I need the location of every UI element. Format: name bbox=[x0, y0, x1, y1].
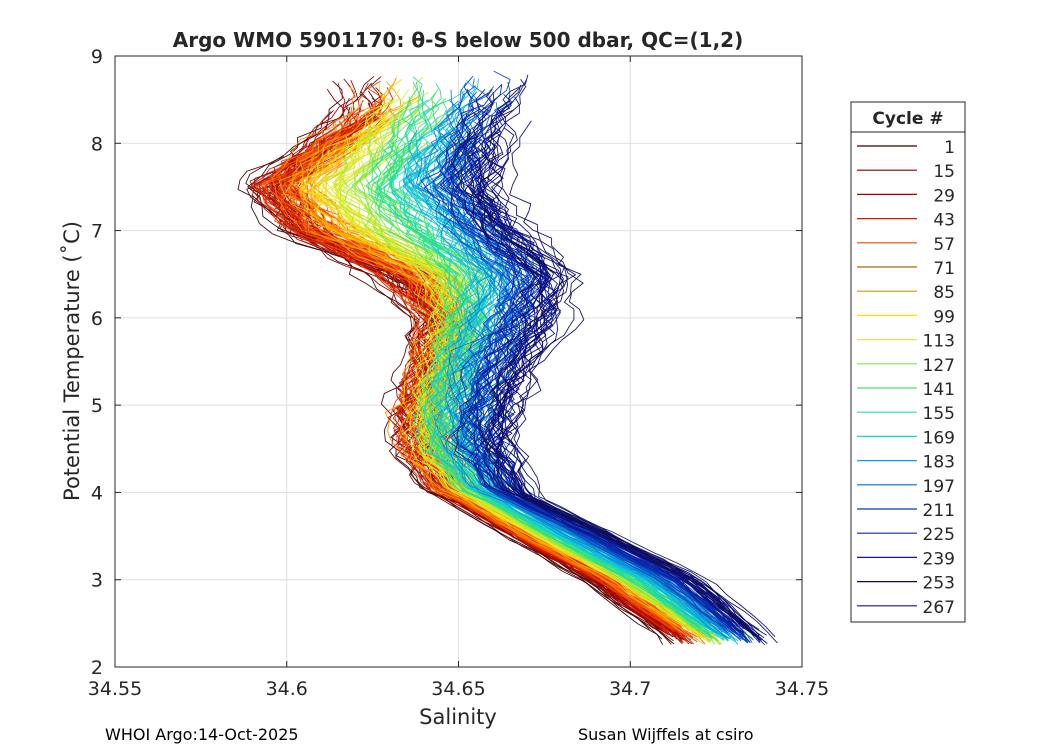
profile-line bbox=[390, 117, 703, 625]
x-tick-label: 34.75 bbox=[775, 678, 829, 700]
profile-line bbox=[245, 156, 650, 630]
legend-label: 183 bbox=[923, 453, 955, 473]
legend-label: 85 bbox=[933, 283, 955, 303]
legend-box bbox=[850, 101, 966, 623]
profile-line bbox=[434, 140, 737, 635]
axis-ticks: 34.55 34.6 34.65 34.7 34.75 2 3 4 5 6 7 8 9 bbox=[88, 46, 829, 700]
x-tick-label: 34.55 bbox=[88, 678, 142, 700]
profile-line bbox=[375, 81, 709, 638]
profile-line bbox=[461, 130, 747, 628]
profile-line bbox=[439, 83, 748, 641]
profile-line bbox=[339, 88, 714, 642]
legend-label: 1 bbox=[944, 138, 955, 158]
legend-label: 43 bbox=[933, 211, 955, 231]
profile-line bbox=[479, 109, 750, 627]
y-tick-label: 8 bbox=[91, 133, 103, 155]
plot-area bbox=[237, 70, 778, 646]
profile-line bbox=[452, 155, 744, 639]
legend-label: 29 bbox=[933, 186, 955, 206]
legend-label: 169 bbox=[923, 428, 955, 448]
legend-label: 197 bbox=[923, 477, 955, 497]
x-tick-label: 34.65 bbox=[431, 678, 485, 700]
footer-credit-right: Susan Wijffels at csiro bbox=[578, 725, 754, 744]
x-axis-label: Salinity bbox=[419, 705, 497, 729]
legend-label: 15 bbox=[933, 162, 955, 182]
profile-line bbox=[405, 144, 713, 630]
profile-line bbox=[409, 126, 730, 635]
x-tick-label: 34.6 bbox=[266, 678, 308, 700]
y-tick-label: 2 bbox=[91, 657, 103, 679]
chart-title: Argo WMO 5901170: θ-S below 500 dbar, QC… bbox=[173, 28, 743, 52]
y-tick-label: 7 bbox=[91, 221, 103, 243]
legend-label: 155 bbox=[923, 404, 955, 424]
legend-label: 127 bbox=[923, 356, 955, 376]
legend: Cycle #1 15 29 43 57 71 85 99 113 127 141 155 169 183… bbox=[850, 101, 966, 623]
profile-line bbox=[423, 88, 728, 630]
y-axis-label: Potential Temperature (˚C) bbox=[60, 221, 84, 501]
profile-line bbox=[417, 89, 729, 642]
footer-credit-left: WHOI Argo:14-Oct-2025 bbox=[105, 725, 299, 744]
y-tick-label: 9 bbox=[91, 46, 103, 68]
profile-line bbox=[451, 112, 745, 633]
legend-label: 267 bbox=[923, 598, 955, 618]
y-tick-label: 5 bbox=[91, 395, 103, 417]
legend-label: 239 bbox=[923, 549, 955, 569]
legend-title: Cycle # bbox=[872, 109, 943, 129]
y-tick-label: 6 bbox=[91, 308, 103, 330]
legend-label: 253 bbox=[923, 574, 955, 594]
profile-line bbox=[247, 110, 664, 646]
profile-line bbox=[299, 149, 695, 635]
profile-line bbox=[451, 89, 738, 634]
profile-line bbox=[504, 120, 776, 638]
y-tick-label: 4 bbox=[91, 482, 103, 504]
legend-label: 113 bbox=[923, 332, 955, 352]
legend-label: 211 bbox=[923, 501, 955, 521]
legend-label: 225 bbox=[923, 525, 955, 545]
profile-line bbox=[449, 133, 745, 634]
profile-line bbox=[444, 124, 738, 629]
profile-line bbox=[249, 123, 684, 643]
x-tick-label: 34.7 bbox=[609, 678, 651, 700]
legend-label: 71 bbox=[933, 259, 955, 279]
legend-label: 99 bbox=[933, 307, 955, 327]
legend-label: 141 bbox=[923, 380, 955, 400]
legend-label: 57 bbox=[933, 235, 955, 255]
profile-line bbox=[283, 155, 704, 645]
profile-line bbox=[460, 92, 757, 637]
y-tick-label: 3 bbox=[91, 570, 103, 592]
